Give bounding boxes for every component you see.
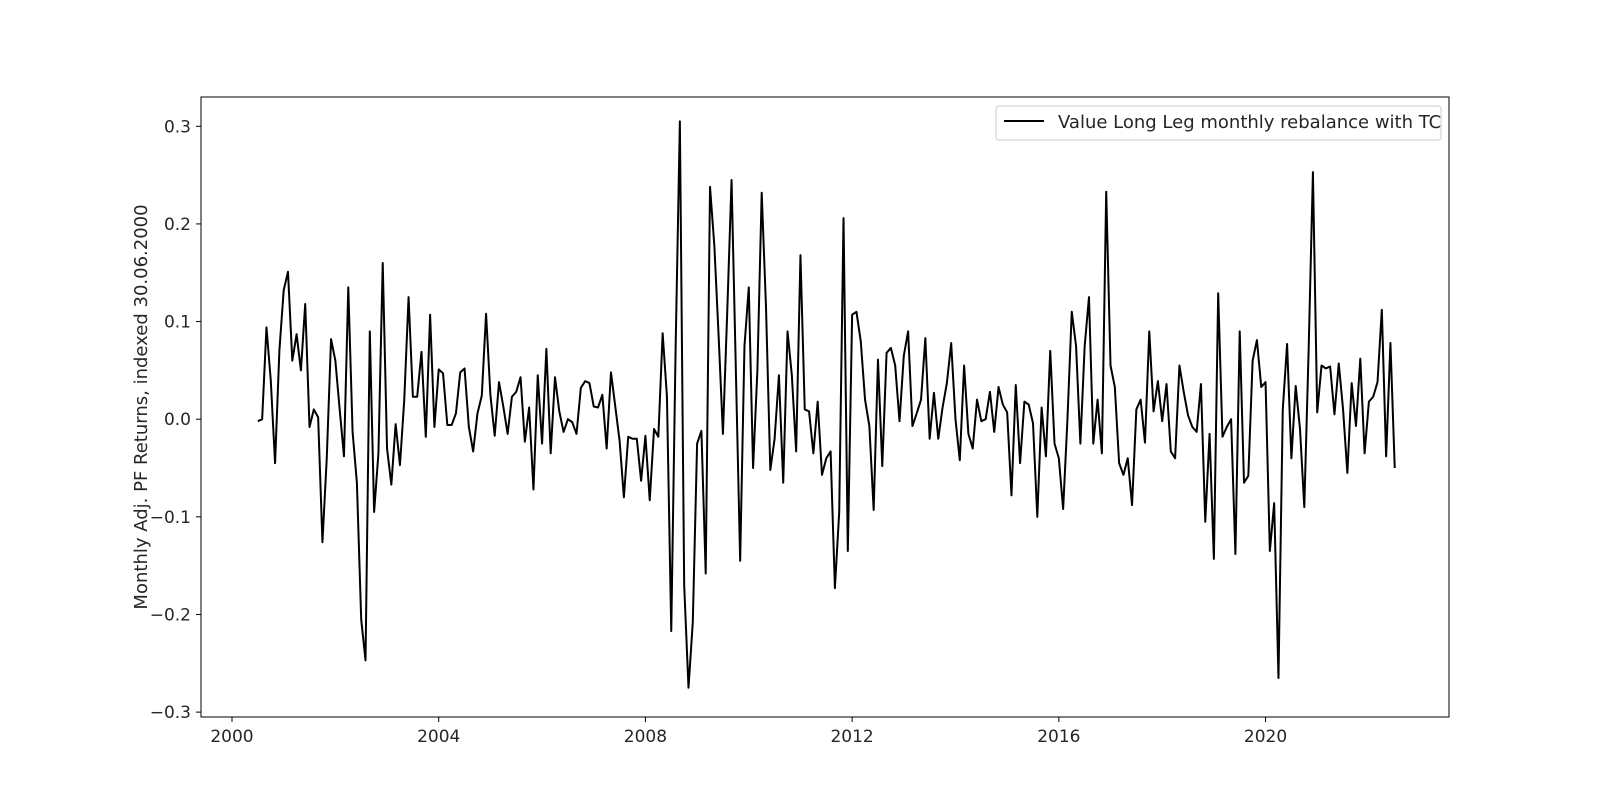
- y-tick-label: −0.3: [150, 703, 191, 723]
- legend-box: [995, 105, 1442, 141]
- x-tick-label: 2020: [1244, 727, 1287, 747]
- y-tick-label: −0.1: [150, 508, 191, 528]
- series-line: [257, 120, 1396, 689]
- y-tick-label: 0.0: [164, 410, 191, 430]
- plot-area: [201, 97, 1449, 717]
- y-axis: −0.3 −0.2 −0.1 0.0 0.1 0.2 0.3: [150, 117, 201, 723]
- legend-label: Value Long Leg monthly rebalance with TC: [1058, 112, 1441, 133]
- x-axis: 2000 2004 2008 2012 2016 2020: [210, 717, 1287, 747]
- x-tick-label: 2008: [624, 727, 667, 747]
- y-axis-label: Monthly Adj. PF Returns, indexed 30.06.2…: [131, 204, 152, 609]
- x-tick-label: 2000: [210, 727, 253, 747]
- y-tick-label: 0.3: [164, 117, 191, 137]
- y-tick-label: −0.2: [150, 605, 191, 625]
- x-tick-label: 2016: [1037, 727, 1080, 747]
- y-tick-label: 0.2: [164, 215, 191, 235]
- legend[interactable]: Value Long Leg monthly rebalance with TC: [995, 105, 1442, 141]
- x-tick-label: 2004: [417, 727, 460, 747]
- series-layer: [257, 120, 1396, 689]
- x-tick-label: 2012: [830, 727, 873, 747]
- y-tick-label: 0.1: [164, 313, 191, 333]
- plot-frame: [200, 96, 1450, 718]
